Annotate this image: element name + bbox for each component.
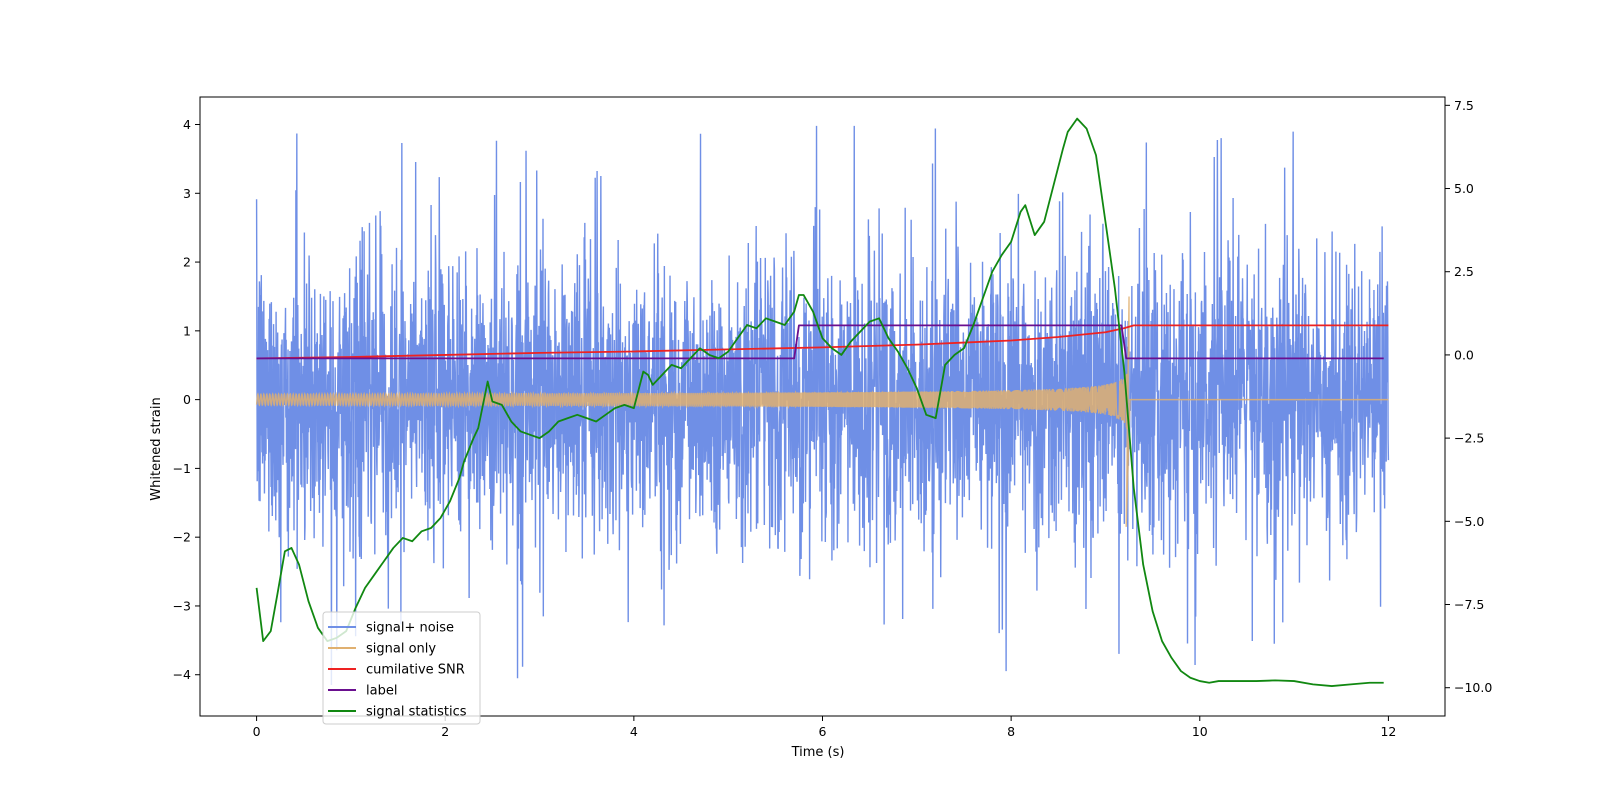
y2-tick-label: 2.5 [1454,264,1474,279]
y-tick-label: 2 [183,255,191,270]
series-signal-statistics-line [255,117,1384,687]
series-label-line [256,324,1384,360]
x-tick-label: 0 [253,724,261,739]
legend-entry-label: label [328,684,397,699]
y-tick-label: −3 [173,598,191,613]
x-tick-label: 10 [1192,724,1208,739]
series-cumulative-snr-line [256,324,1389,360]
x-tick-label: 2 [441,724,449,739]
legend-label: cumilative SNR [366,663,465,678]
y2-tick-label: 5.0 [1454,181,1474,196]
y-axis-label: Whitened strain [149,397,164,500]
legend-entry-signal-statistics: signal statistics [328,705,467,720]
legend-entry-cumulative-snr: cumilative SNR [328,663,465,678]
y-tick-label: 3 [183,186,191,201]
y2-tick-label: 7.5 [1454,98,1474,113]
y-tick-label: 4 [183,117,191,132]
y-tick-label: −1 [173,461,191,476]
y2-tick-label: −2.5 [1454,431,1484,446]
y2-tick-label: 0.0 [1454,347,1474,362]
legend: signal+ noise signal only cumilative SNR la… [322,611,481,725]
y2-tick-label: −10.0 [1454,680,1492,695]
y2-tick-label: −7.5 [1454,597,1484,612]
legend-box [322,611,481,725]
x-tick-label: 8 [1007,724,1015,739]
x-axis-label: Time (s) [791,745,845,760]
y-tick-label: 1 [183,323,191,338]
x-tick-label: 4 [630,724,638,739]
legend-entry-signal-only: signal only [328,642,436,657]
y-tick-label: −4 [173,667,191,682]
legend-label: signal statistics [366,705,467,720]
legend-label: signal only [366,642,436,657]
x-tick-label: 6 [819,724,827,739]
y2-tick-label: −5.0 [1454,514,1484,529]
legend-entry-signal-plus-noise: signal+ noise [328,621,454,636]
y-tick-label: −2 [173,530,191,545]
x-tick-label: 12 [1380,724,1396,739]
legend-label: label [366,684,397,699]
legend-label: signal+ noise [366,621,454,636]
series-signal-only-line [255,296,1389,527]
y-tick-label: 0 [183,392,191,407]
series-signal-plus-noise-line [255,125,1390,686]
